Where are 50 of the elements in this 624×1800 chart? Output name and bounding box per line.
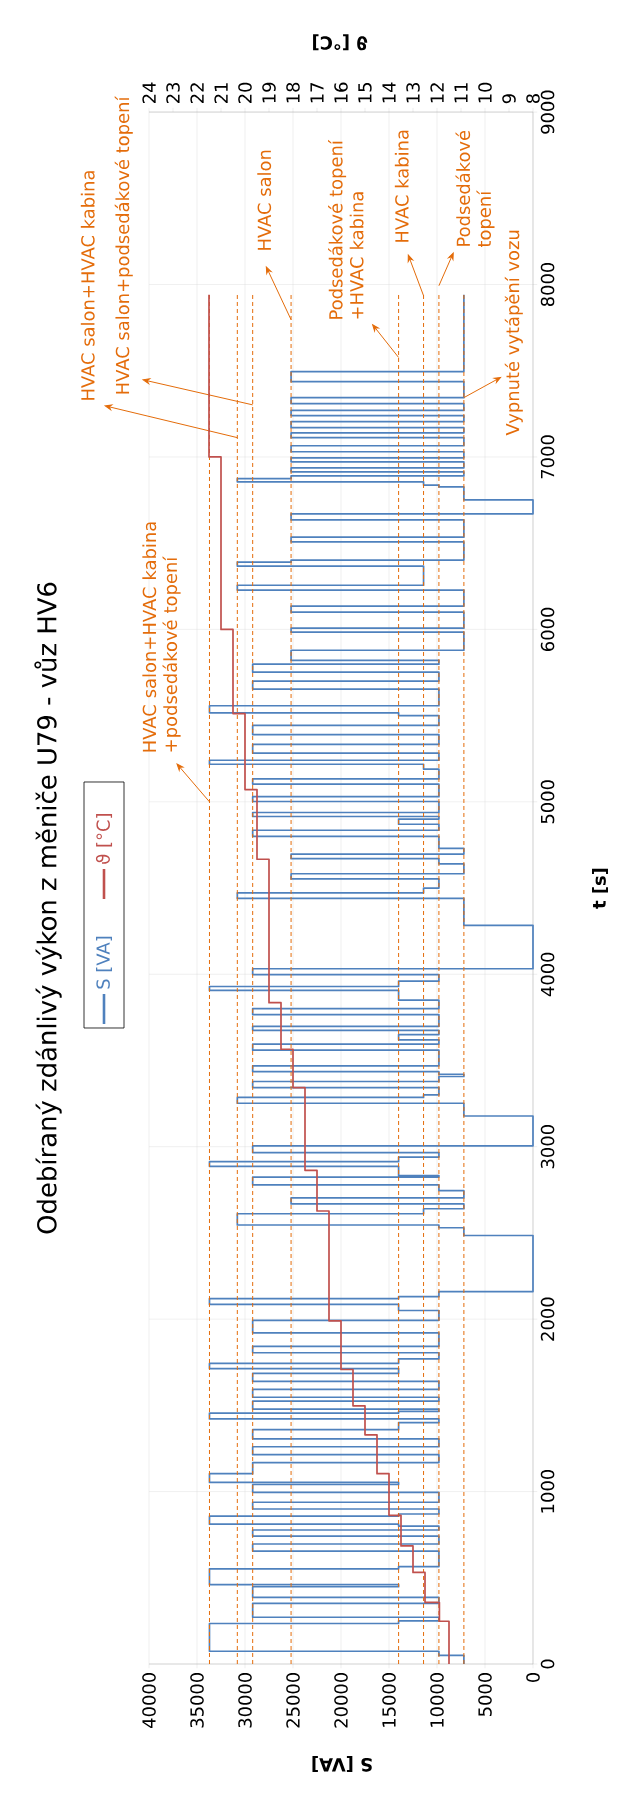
x-tick-label: 0 <box>526 1672 540 1682</box>
ref-line-label: Podsedákové topení +HVAC kabina <box>328 139 364 319</box>
text: S [VA] <box>96 936 112 989</box>
x2-axis-title: ϑ [°C] <box>313 34 368 51</box>
y-tick-label: 7000 <box>540 435 555 479</box>
x2-tick-label: 19 <box>262 82 276 103</box>
x2-tick-label: 23 <box>166 82 180 103</box>
x2-tick-label: 21 <box>214 83 228 103</box>
x2-tick-label: 13 <box>406 82 420 103</box>
ref-line-label: HVAC salon+HVAC kabina +podsedákové topení <box>142 522 181 752</box>
ref-line-label: Vypnuté vytápění vozu <box>504 230 523 436</box>
y-tick-label: 5000 <box>540 780 555 824</box>
x2-tick-label: 24 <box>142 82 156 103</box>
x2-tick-label: 20 <box>238 82 252 103</box>
x2-tick-label: 11 <box>454 83 468 103</box>
x-tick-label: 10000 <box>430 1672 444 1727</box>
ref-line-label: HVAC kabina <box>394 130 409 242</box>
x2-tick-label: 8 <box>526 94 540 104</box>
x2-tick-label: 18 <box>286 82 300 103</box>
x-tick-label: 35000 <box>190 1672 204 1728</box>
x2-tick-label: 17 <box>310 83 324 103</box>
y-axis-title: t [s] <box>592 868 608 909</box>
y-tick-label: 4000 <box>540 952 555 997</box>
y-tick-label: 0 <box>540 1659 555 1669</box>
ref-line-label: HVAC salon <box>257 150 272 250</box>
x2-tick-label: 16 <box>334 82 348 103</box>
y-tick-label: 6000 <box>540 607 555 651</box>
text: ϑ [°C] <box>95 814 113 864</box>
text: Odebíraný zdánlivý výkon z měniče U79 - vůz HV6 <box>34 582 62 1234</box>
x-tick-label: 40000 <box>142 1672 156 1728</box>
ref-line-label: HVAC salon+podsedákové topení <box>114 96 133 394</box>
y-tick-label: 8000 <box>540 262 555 307</box>
x-tick-label: 25000 <box>286 1672 300 1728</box>
y-tick-label: 3000 <box>540 1125 555 1169</box>
x-axis-title: S [VA] <box>312 1755 372 1772</box>
x-tick-label: 5000 <box>478 1672 492 1717</box>
x2-tick-label: 9 <box>502 94 516 104</box>
y-tick-label: 2000 <box>540 1297 555 1341</box>
ref-line-label: Podsedákové topení <box>455 130 495 248</box>
x-tick-label: 20000 <box>334 1672 348 1728</box>
x2-tick-label: 22 <box>190 83 204 103</box>
y-tick-label: 1000 <box>540 1469 555 1513</box>
x2-tick-label: 14 <box>382 82 396 103</box>
x-tick-label: 15000 <box>382 1672 396 1727</box>
ref-line-label: HVAC salon+HVAC kabina <box>80 171 95 400</box>
x2-tick-label: 15 <box>358 83 372 103</box>
x2-tick-label: 12 <box>430 83 444 103</box>
x2-tick-label: 10 <box>478 82 492 103</box>
x-tick-label: 30000 <box>238 1672 252 1728</box>
y-tick-label: 9000 <box>540 90 555 134</box>
